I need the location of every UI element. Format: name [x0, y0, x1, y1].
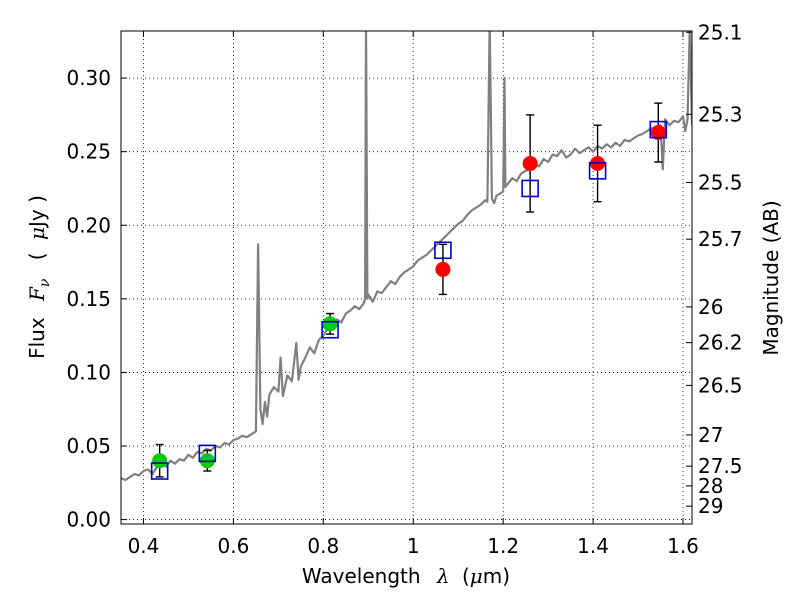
y-axis-label: Flux Fν ( μJy )	[25, 195, 54, 359]
y-tick-label: 0.25	[66, 140, 111, 164]
plot-frame	[120, 30, 693, 525]
y2-axis-label: Magnitude (AB)	[759, 200, 783, 355]
x-tick-label: 0.6	[217, 534, 249, 558]
model-photometry-square	[521, 179, 539, 198]
y2-tick-label: 26	[698, 295, 723, 319]
model-photometry-square	[434, 241, 452, 260]
x-axis-label-prefix: Wavelength	[302, 564, 421, 588]
model-photometry-square	[321, 320, 339, 339]
y-tick-label: 0.00	[66, 508, 111, 532]
y-tick-label: 0.20	[66, 213, 111, 237]
y-axis-label-symbol-sub: ν	[37, 278, 53, 287]
y2-tick-label: 27	[698, 423, 723, 447]
model-photometry-square	[198, 444, 217, 463]
y2-tick-label: 25.3	[698, 102, 743, 126]
model-photometry-square	[588, 162, 607, 180]
y-axis-label-unit-rest: Jy )	[25, 195, 49, 229]
green-photometry-point	[322, 316, 338, 332]
y2-tick-label: 27.5	[698, 454, 743, 478]
x-axis-label-unit-mu: μ	[470, 564, 483, 588]
red-photometry-point	[435, 261, 451, 277]
template-spectrum-line	[121, 31, 692, 481]
y2-tick-label: 26.5	[698, 373, 743, 397]
x-tick-label: 0.4	[128, 534, 160, 558]
y-tick-label: 0.05	[66, 434, 111, 458]
x-tick-label: 1.6	[667, 534, 699, 558]
data-layer	[121, 31, 692, 481]
y-axis-label-unit-open: (	[25, 252, 49, 260]
red-photometry-point	[522, 155, 538, 171]
y-tick-label: 0.10	[66, 360, 111, 384]
y-tick-label: 0.30	[66, 66, 111, 90]
x-axis-label: Wavelength λ (μm)	[302, 564, 510, 588]
y-axis-label-prefix: Flux	[25, 317, 49, 359]
model-photometry-square	[649, 120, 668, 139]
x-tick-label: 1.2	[487, 534, 519, 558]
x-tick-label: 1	[407, 534, 420, 558]
green-photometry-point	[152, 453, 168, 469]
y2-tick-label: 29	[698, 494, 723, 518]
y2-tick-label: 25.1	[698, 20, 743, 44]
ticks: 0.4 0.6 0.8 1 1.2 1.4 1.6 0.00 0.05 0.10 0.15 0.20 0…	[66, 20, 742, 558]
y2-tick-label: 28	[698, 474, 723, 498]
x-axis-label-symbol: λ	[436, 564, 450, 588]
x-tick-label: 0.8	[307, 534, 339, 558]
red-photometry-point	[650, 125, 666, 141]
x-tick-label: 1.4	[577, 534, 609, 558]
x-axis-label-unit-open: (	[462, 564, 470, 588]
y-tick-label: 0.15	[66, 287, 111, 311]
x-axis-label-unit-rest: m)	[483, 564, 510, 588]
y2-tick-label: 26.2	[698, 331, 743, 355]
y-axis-label-unit-mu: μ	[25, 227, 49, 240]
y-axis-label-symbol: F	[25, 286, 49, 302]
plot-background	[121, 31, 692, 524]
y2-tick-label: 25.7	[698, 227, 743, 251]
model-photometry-square	[150, 462, 169, 480]
y2-tick-label: 25.5	[698, 170, 743, 194]
